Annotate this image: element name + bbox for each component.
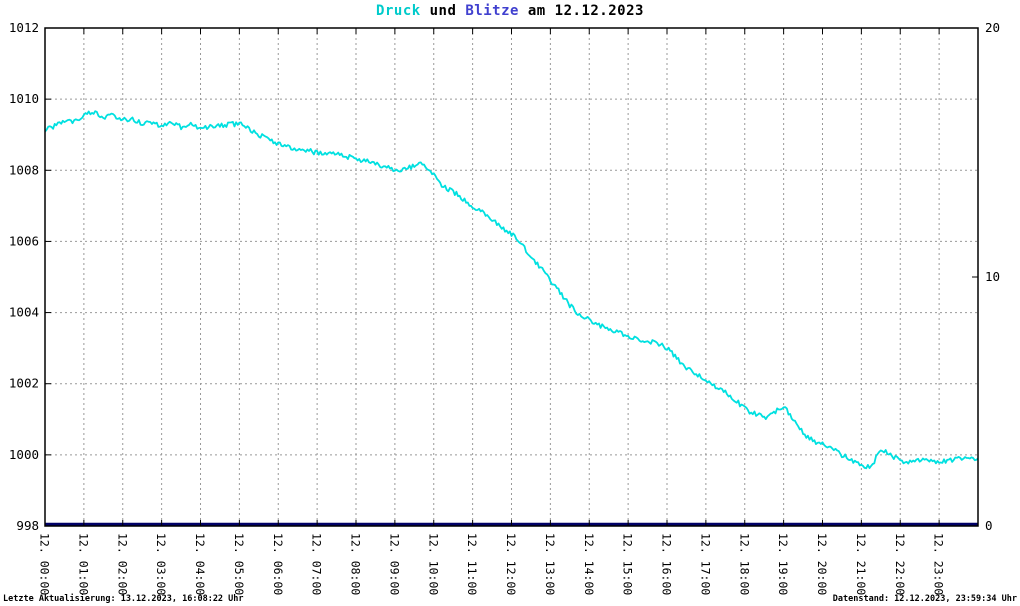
x-tick-label: 12. 15:00 <box>621 533 635 595</box>
y-right-tick-label: 10 <box>985 269 1000 284</box>
chart-title: Druck und Blitze am 12.12.2023 <box>0 3 1020 19</box>
y-left-tick-label: 1012 <box>9 20 39 35</box>
x-tick-label: 12. 07:00 <box>310 533 324 595</box>
druck-line <box>45 110 978 470</box>
x-tick-label: 12. 17:00 <box>698 533 712 595</box>
x-tick-label: 12. 00:00 <box>38 533 52 595</box>
x-tick-label: 12. 04:00 <box>193 533 207 595</box>
x-tick-label: 12. 19:00 <box>776 533 790 595</box>
x-tick-label: 12. 21:00 <box>854 533 868 595</box>
y-left-tick-label: 1002 <box>9 376 39 391</box>
x-tick-label: 12. 23:00 <box>932 533 946 595</box>
x-tick-label: 12. 16:00 <box>660 533 674 595</box>
x-tick-label: 12. 03:00 <box>154 533 168 595</box>
y-left-tick-label: 1010 <box>9 91 39 106</box>
y-left-tick-label: 998 <box>16 518 39 533</box>
y-right-tick-label: 20 <box>985 20 1000 35</box>
x-tick-label: 12. 05:00 <box>232 533 246 595</box>
footer-data-state: Datenstand: 12.12.2023, 23:59:34 Uhr <box>832 594 1017 604</box>
y-left-tick-label: 1006 <box>9 233 39 248</box>
x-tick-label: 12. 08:00 <box>349 533 363 595</box>
x-tick-label: 12. 18:00 <box>737 533 751 595</box>
y-left-tick-label: 1004 <box>9 305 39 320</box>
x-tick-label: 12. 09:00 <box>387 533 401 595</box>
x-tick-label: 12. 14:00 <box>582 533 596 595</box>
x-tick-label: 12. 20:00 <box>815 533 829 595</box>
footer-last-update: Letzte Aktualisierung: 13.12.2023, 16:08… <box>3 594 244 604</box>
y-right-tick-label: 0 <box>985 518 993 533</box>
x-tick-label: 12. 10:00 <box>426 533 440 595</box>
x-tick-label: 12. 06:00 <box>271 533 285 595</box>
title-und: und <box>420 3 466 19</box>
title-druck: Druck <box>376 3 421 19</box>
x-tick-label: 12. 12:00 <box>504 533 518 595</box>
title-blitze: Blitze <box>465 3 519 19</box>
x-tick-label: 12. 22:00 <box>893 533 907 595</box>
x-tick-label: 12. 01:00 <box>76 533 90 595</box>
x-tick-label: 12. 11:00 <box>465 533 479 595</box>
y-left-tick-label: 1000 <box>9 447 39 462</box>
x-tick-label: 12. 02:00 <box>115 533 129 595</box>
title-date: am 12.12.2023 <box>518 3 644 19</box>
x-tick-label: 12. 13:00 <box>543 533 557 595</box>
y-left-tick-label: 1008 <box>9 162 39 177</box>
